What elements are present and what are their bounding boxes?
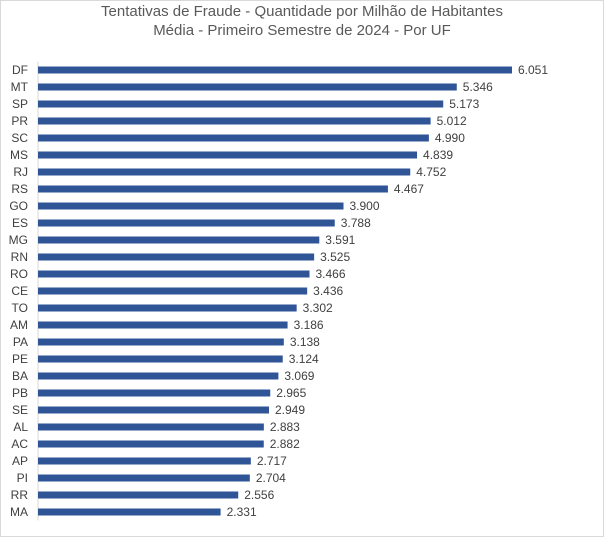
value-label-go: 3.900 <box>350 199 380 213</box>
bar-rr <box>38 491 239 499</box>
category-label-es: ES <box>12 216 28 230</box>
value-label-pe: 3.124 <box>289 352 319 366</box>
bar-pe <box>38 355 283 363</box>
chart-title-block: Tentativas de Fraude - Quantidade por Mi… <box>0 2 604 40</box>
bar-pa <box>38 338 284 346</box>
value-labels-group: 6.051 5.346 5.173 5.012 4.990 4.839 4.752 4.467… <box>227 63 549 519</box>
bar-df <box>38 66 512 74</box>
bar-rj <box>38 168 411 176</box>
value-label-ap: 2.717 <box>257 454 287 468</box>
category-labels-group: DF MT SP PR SC MS RJ RS GO ES MG RN RO CE TO AM PA PE BA PB… <box>9 63 29 519</box>
bars-group <box>38 66 512 516</box>
value-label-to: 3.302 <box>303 301 333 315</box>
value-label-rj: 4.752 <box>416 165 446 179</box>
bar-mt <box>38 83 457 91</box>
value-label-sc: 4.990 <box>435 131 465 145</box>
bar-mg <box>38 236 320 244</box>
category-label-ms: MS <box>10 148 28 162</box>
value-label-al: 2.883 <box>270 420 300 434</box>
bar-ce <box>38 287 308 295</box>
category-label-pr: PR <box>11 114 28 128</box>
category-label-pa: PA <box>13 335 28 349</box>
value-label-es: 3.788 <box>341 216 371 230</box>
bar-go <box>38 202 344 210</box>
category-label-sc: SC <box>11 131 28 145</box>
category-label-rn: RN <box>11 250 28 264</box>
value-label-ro: 3.466 <box>316 267 346 281</box>
category-label-mg: MG <box>9 233 28 247</box>
bar-am <box>38 321 288 329</box>
value-label-df: 6.051 <box>518 63 548 77</box>
value-label-pi: 2.704 <box>256 471 286 485</box>
category-label-ap: AP <box>12 454 28 468</box>
bar-sc <box>38 134 429 142</box>
category-label-ce: CE <box>11 284 28 298</box>
category-label-go: GO <box>9 199 28 213</box>
value-label-mt: 5.346 <box>463 80 493 94</box>
category-label-se: SE <box>12 403 28 417</box>
bar-rn <box>38 253 315 261</box>
value-label-ma: 2.331 <box>227 505 257 519</box>
bar-ms <box>38 151 418 159</box>
category-label-pi: PI <box>17 471 28 485</box>
bar-ac <box>38 440 264 448</box>
value-label-rr: 2.556 <box>244 488 274 502</box>
value-label-rs: 4.467 <box>394 182 424 196</box>
bar-ap <box>38 457 251 465</box>
value-label-ba: 3.069 <box>284 369 314 383</box>
value-label-pa: 3.138 <box>290 335 320 349</box>
value-label-rn: 3.525 <box>320 250 350 264</box>
bar-sp <box>38 100 444 108</box>
category-label-rs: RS <box>11 182 28 196</box>
category-label-mt: MT <box>11 80 29 94</box>
category-label-pe: PE <box>12 352 28 366</box>
category-label-am: AM <box>10 318 28 332</box>
value-label-pr: 5.012 <box>437 114 467 128</box>
value-label-se: 2.949 <box>275 403 305 417</box>
category-label-ro: RO <box>10 267 28 281</box>
category-label-ba: BA <box>12 369 28 383</box>
value-label-ce: 3.436 <box>313 284 343 298</box>
bar-rs <box>38 185 388 193</box>
chart-subtitle: Média - Primeiro Semestre de 2024 - Por … <box>153 22 451 39</box>
category-label-df: DF <box>12 63 28 77</box>
bar-pi <box>38 474 250 482</box>
value-label-sp: 5.173 <box>449 97 479 111</box>
category-label-sp: SP <box>12 97 28 111</box>
category-label-ac: AC <box>11 437 28 451</box>
value-label-ac: 2.882 <box>270 437 300 451</box>
bar-ma <box>38 508 221 516</box>
bar-ba <box>38 372 279 380</box>
chart-title: Tentativas de Fraude - Quantidade por Mi… <box>101 3 503 20</box>
bar-al <box>38 423 264 431</box>
value-label-am: 3.186 <box>294 318 324 332</box>
bar-ro <box>38 270 310 278</box>
category-label-rj: RJ <box>13 165 28 179</box>
value-label-pb: 2.965 <box>276 386 306 400</box>
category-label-ma: MA <box>10 505 28 519</box>
bar-pr <box>38 117 431 125</box>
bar-to <box>38 304 297 312</box>
value-label-mg: 3.591 <box>325 233 355 247</box>
category-label-to: TO <box>12 301 28 315</box>
bar-es <box>38 219 335 227</box>
bar-pb <box>38 389 271 397</box>
value-label-ms: 4.839 <box>423 148 453 162</box>
bar-se <box>38 406 270 414</box>
category-label-rr: RR <box>11 488 29 502</box>
category-label-al: AL <box>13 420 28 434</box>
category-label-pb: PB <box>12 386 28 400</box>
